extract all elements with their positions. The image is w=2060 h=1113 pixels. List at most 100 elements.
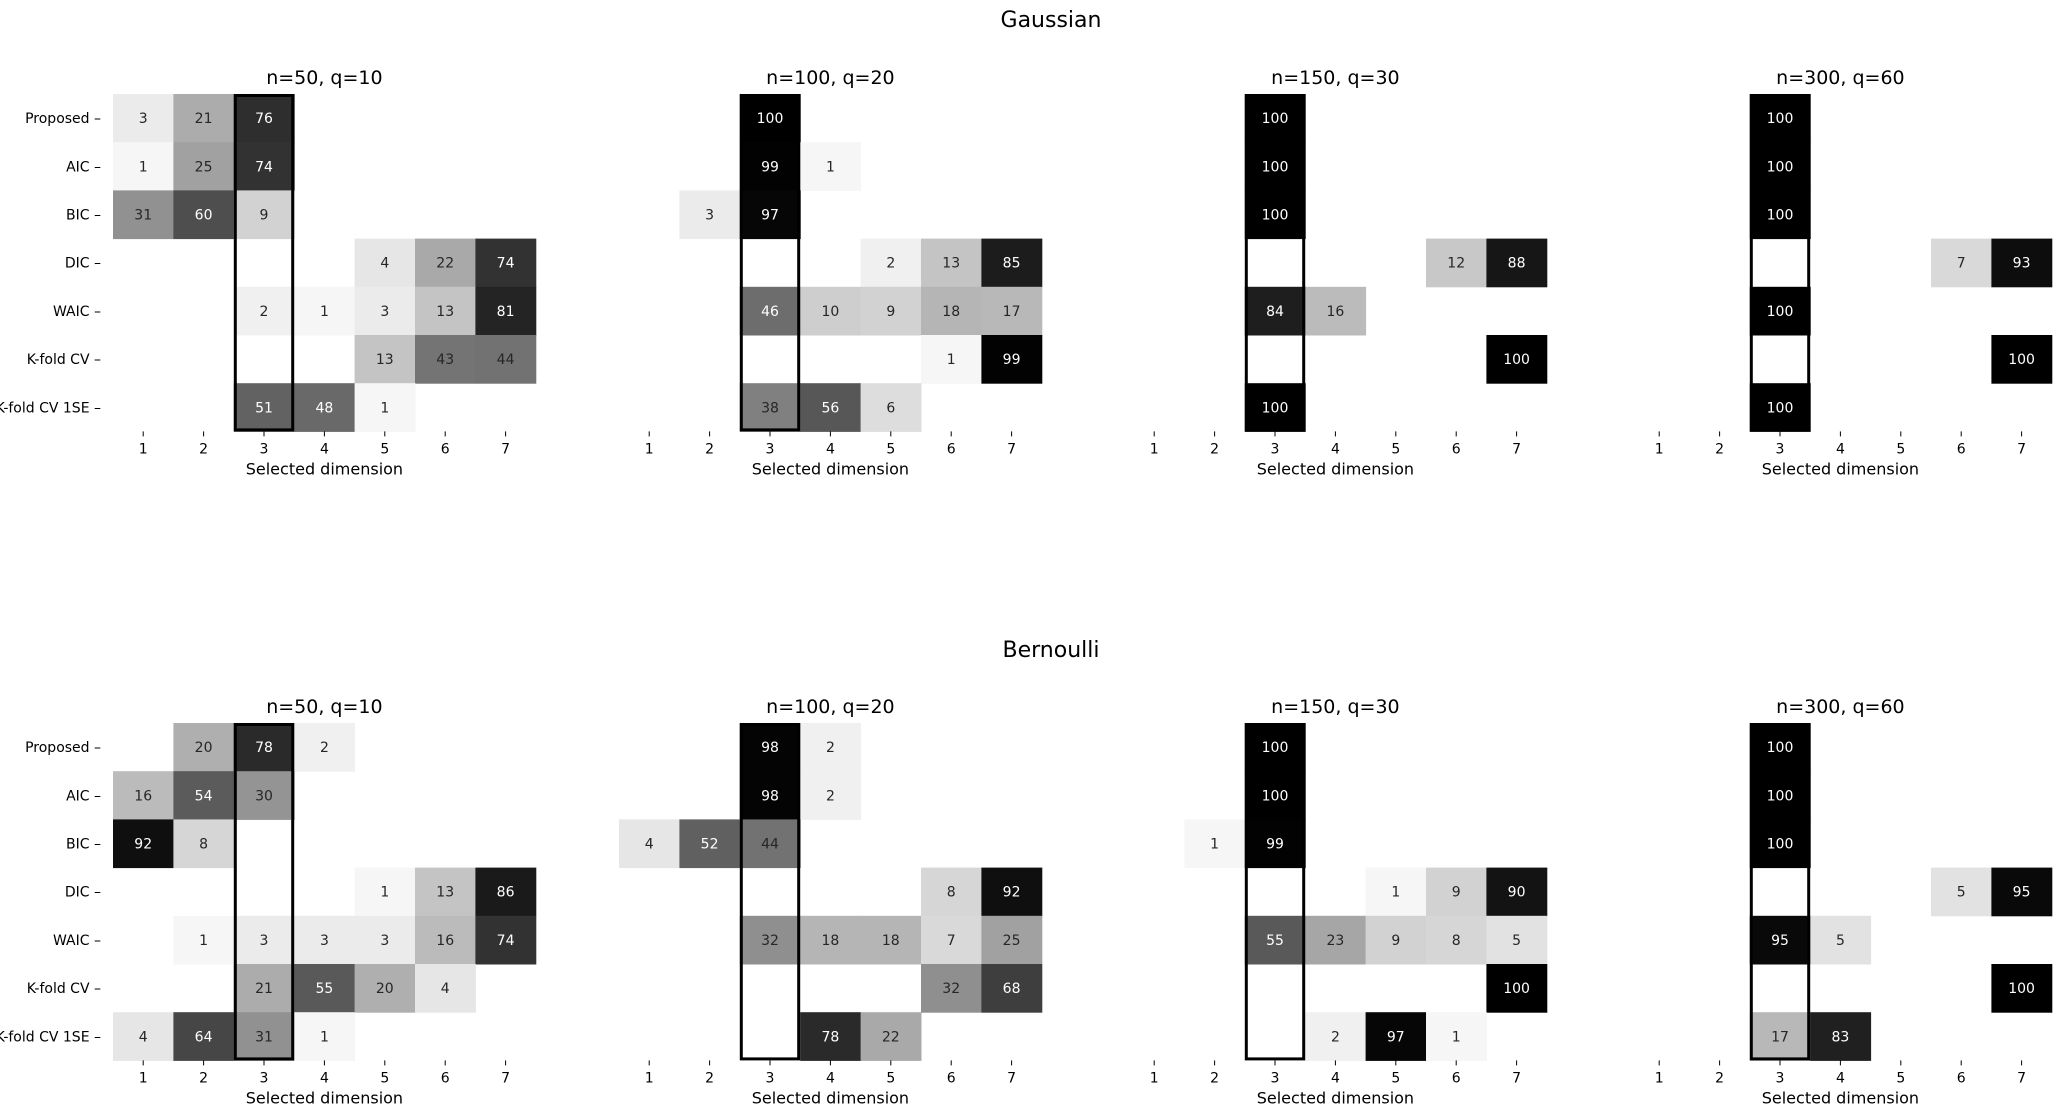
cell-value-label: 74 (255, 159, 273, 175)
panel-title: n=300, q=60 (1776, 696, 1904, 718)
heatmap-cell (294, 286, 356, 336)
x-tick-label: 2 (705, 441, 714, 457)
cell-value-label: 30 (255, 788, 273, 804)
heatmap-cell (800, 383, 862, 432)
cell-value-label: 100 (1767, 208, 1794, 224)
cell-value-label: 3 (320, 933, 329, 949)
heatmap-cell (294, 1012, 356, 1061)
cell-value-label: 92 (134, 837, 152, 853)
heatmap-cell (354, 238, 416, 288)
x-tick-label: 7 (2017, 441, 2026, 457)
y-tick-label: K-fold CV 1SE – (0, 400, 101, 416)
heatmap-cell (921, 238, 982, 288)
cell-value-label: 2 (320, 740, 329, 756)
x-axis-label: Selected dimension (752, 459, 909, 478)
cell-value-label: 2 (886, 256, 895, 272)
cell-value-label: 100 (1262, 159, 1289, 175)
x-tick-label: 1 (1150, 1070, 1159, 1086)
cell-value-label: 21 (255, 981, 273, 997)
heatmap-cell (475, 915, 537, 965)
cell-value-label: 17 (1771, 1029, 1789, 1045)
heatmap-cell (354, 867, 416, 917)
y-tick-label: BIC – (66, 837, 101, 853)
x-tick-label: 2 (199, 1070, 208, 1086)
heatmap-cell (173, 723, 235, 772)
heatmap-cell (739, 142, 801, 191)
x-tick-label: 4 (1836, 441, 1845, 457)
cell-value-label: 9 (1391, 933, 1400, 949)
cell-value-label: 2 (826, 788, 835, 804)
cell-value-label: 18 (942, 304, 960, 320)
x-tick-label: 1 (1150, 441, 1159, 457)
x-tick-label: 6 (1957, 441, 1966, 457)
x-tick-label: 7 (501, 1070, 510, 1086)
x-axis-label: Selected dimension (1762, 1088, 1919, 1107)
heatmap-cell (233, 964, 295, 1013)
cell-value-label: 9 (1452, 885, 1461, 901)
y-tick-label: K-fold CV – (27, 981, 101, 997)
cell-value-label: 92 (1003, 885, 1021, 901)
cell-value-label: 78 (821, 1029, 839, 1045)
cell-value-label: 97 (1387, 1029, 1405, 1045)
y-tick-label: K-fold CV 1SE – (0, 1029, 101, 1045)
heatmap-cell (679, 190, 741, 240)
cell-value-label: 12 (1447, 256, 1465, 272)
cell-value-label: 46 (761, 304, 779, 320)
cell-value-label: 32 (761, 933, 779, 949)
heatmap-cell (800, 1012, 862, 1061)
heatmap-cell (173, 190, 235, 240)
cell-value-label: 52 (701, 837, 719, 853)
heatmap-panel: n=300, q=60 100 100 100 5 95 95 5 100 17 83 1 2 3 4 5 6 7… (1655, 696, 2053, 1107)
heatmap-cell (233, 771, 295, 820)
heatmap-cell (1749, 1012, 1811, 1061)
cell-value-label: 74 (497, 256, 515, 272)
x-tick-label: 7 (501, 441, 510, 457)
heatmap-cell (415, 286, 476, 336)
cell-value-label: 13 (376, 352, 394, 368)
heatmap-cell (1991, 867, 2053, 917)
heatmap-cell (1244, 723, 1306, 772)
y-tick-label: BIC – (66, 208, 101, 224)
cell-value-label: 18 (882, 933, 900, 949)
x-tick-label: 4 (1331, 1070, 1340, 1086)
cell-value-label: 6 (886, 400, 895, 416)
cell-value-label: 81 (497, 304, 515, 320)
cell-value-label: 99 (1003, 352, 1021, 368)
heatmap-cell (1810, 915, 1872, 965)
panel-title: n=300, q=60 (1776, 67, 1904, 89)
cell-value-label: 20 (195, 740, 213, 756)
cell-value-label: 99 (1266, 837, 1284, 853)
x-tick-label: 6 (947, 1070, 956, 1086)
cell-value-label: 100 (1767, 837, 1794, 853)
x-tick-label: 7 (1512, 441, 1521, 457)
true-dimension-highlight (1244, 723, 1306, 1061)
heatmap-cell (1426, 867, 1487, 917)
cell-value-label: 4 (139, 1029, 148, 1045)
cell-value-label: 55 (315, 981, 333, 997)
y-tick-label: WAIC – (53, 304, 101, 320)
heatmap-cell (739, 819, 801, 869)
cell-value-label: 8 (947, 885, 956, 901)
heatmap-cell (921, 286, 982, 336)
true-dimension-highlight (1749, 94, 1811, 432)
cell-value-label: 97 (761, 208, 779, 224)
x-tick-label: 1 (1655, 441, 1664, 457)
heatmap-cell (1486, 238, 1548, 288)
x-tick-label: 1 (139, 1070, 148, 1086)
cell-value-label: 4 (380, 256, 389, 272)
heatmap-cell (354, 915, 416, 965)
heatmap-cell (113, 190, 174, 240)
x-tick-label: 5 (886, 1070, 895, 1086)
heatmap-cell (173, 142, 235, 191)
x-tick-label: 1 (645, 441, 654, 457)
heatmap-cell (1931, 238, 1992, 288)
cell-value-label: 1 (1210, 837, 1219, 853)
heatmap-cell (1426, 915, 1487, 965)
heatmap-cell (860, 238, 922, 288)
cell-value-label: 1 (826, 159, 835, 175)
y-tick-label: AIC – (66, 159, 101, 175)
cell-value-label: 17 (1003, 304, 1021, 320)
heatmap-cell (113, 771, 174, 820)
